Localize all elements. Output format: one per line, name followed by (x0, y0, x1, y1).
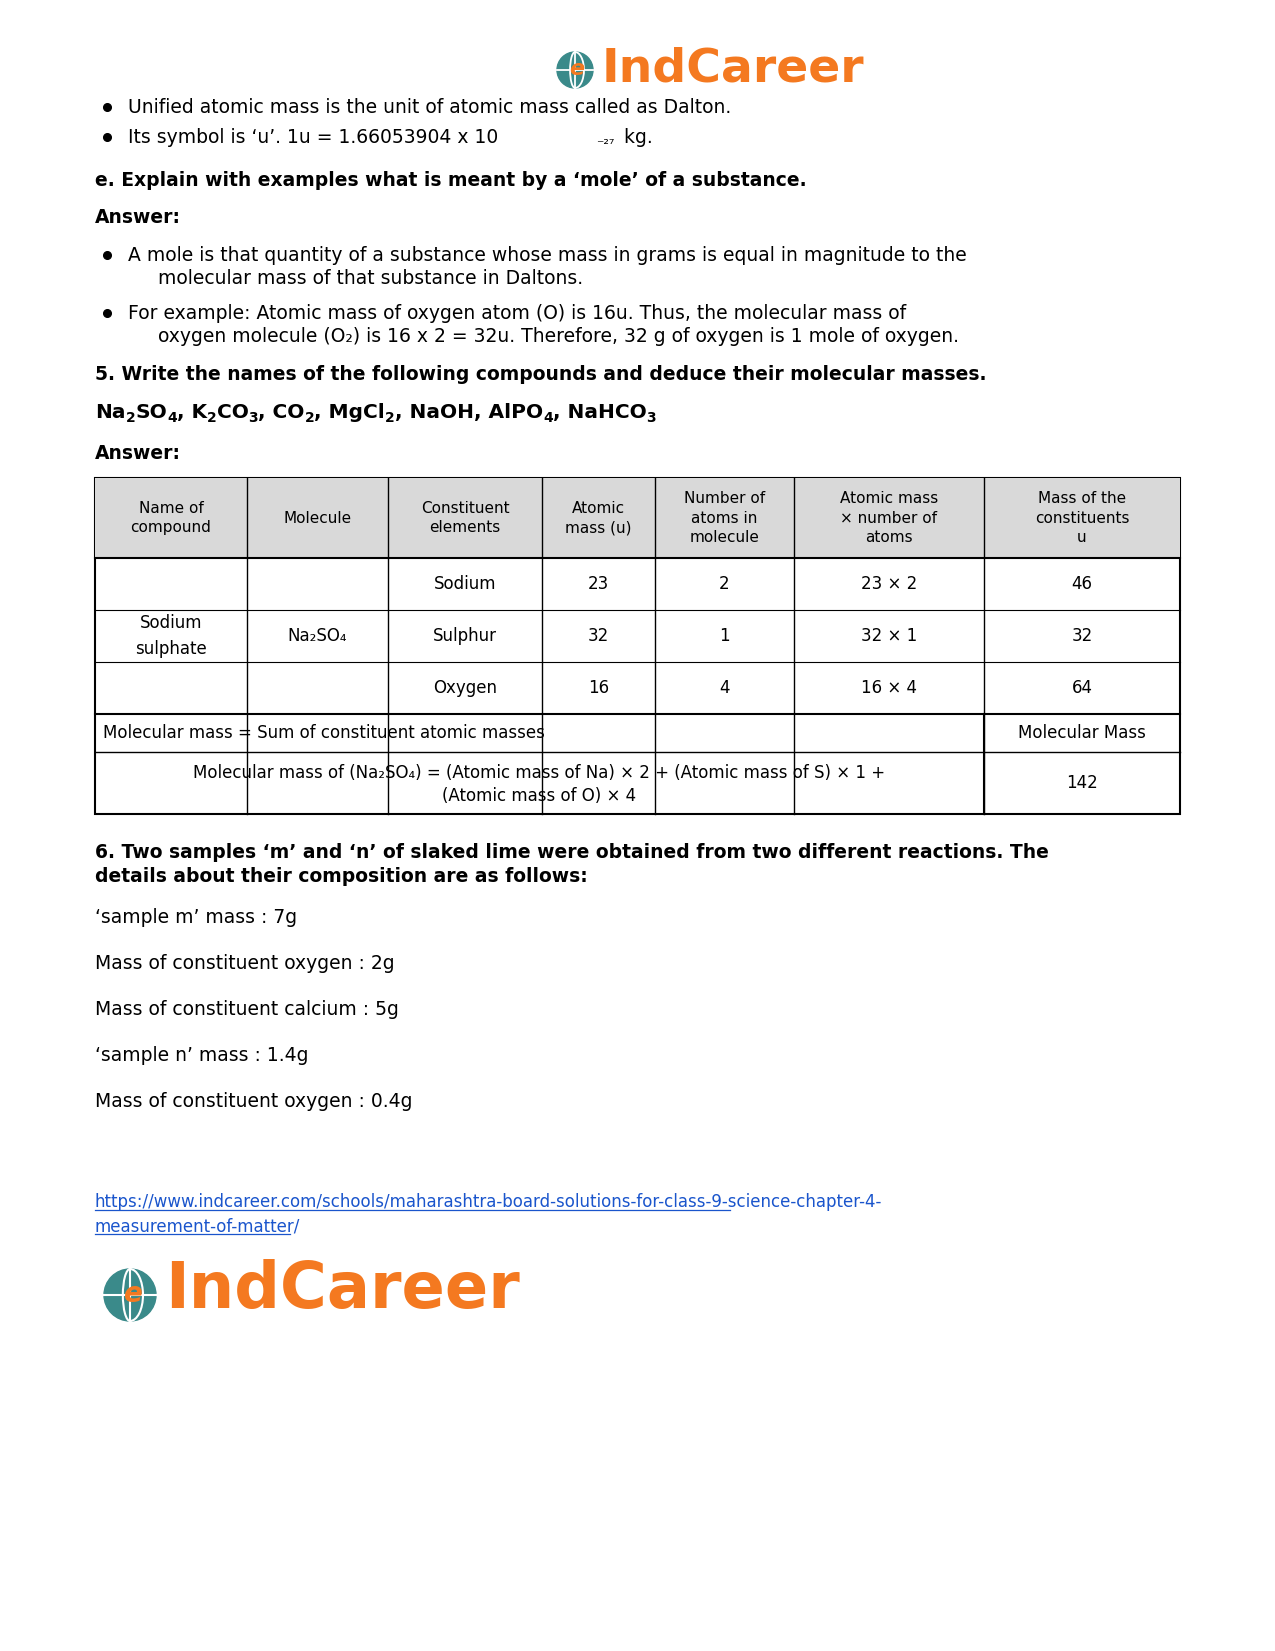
Text: 32 × 1: 32 × 1 (861, 627, 917, 646)
Text: ⁻²⁷: ⁻²⁷ (595, 139, 615, 152)
Text: Answer:: Answer: (96, 208, 181, 226)
Text: IndCareer: IndCareer (602, 46, 864, 91)
Text: ‘sample n’ mass : 1.4g: ‘sample n’ mass : 1.4g (96, 1045, 309, 1065)
Text: Mass of the
constituents
u: Mass of the constituents u (1035, 492, 1130, 545)
Text: 64: 64 (1071, 679, 1093, 697)
Text: 2: 2 (719, 575, 729, 593)
Text: kg.: kg. (618, 127, 653, 147)
Circle shape (105, 1270, 156, 1321)
Text: Mass of constituent calcium : 5g: Mass of constituent calcium : 5g (96, 999, 399, 1019)
Text: 2: 2 (305, 411, 314, 424)
Text: , K: , K (177, 403, 207, 421)
Text: Na₂SO₄: Na₂SO₄ (288, 627, 347, 646)
Text: SO: SO (135, 403, 167, 421)
Text: 5. Write the names of the following compounds and deduce their molecular masses.: 5. Write the names of the following comp… (96, 365, 987, 383)
Text: Na: Na (96, 403, 125, 421)
Text: Sodium: Sodium (434, 575, 496, 593)
Circle shape (557, 51, 593, 88)
Text: , CO: , CO (258, 403, 305, 421)
Text: ‘sample m’ mass : 7g: ‘sample m’ mass : 7g (96, 908, 297, 926)
Text: Atomic mass
× number of
atoms: Atomic mass × number of atoms (840, 492, 938, 545)
Text: details about their composition are as follows:: details about their composition are as f… (96, 867, 588, 885)
Text: e: e (124, 1280, 143, 1308)
Text: Constituent
elements: Constituent elements (421, 500, 509, 535)
Text: For example: Atomic mass of oxygen atom (O) is 16u. Thus, the molecular mass of: For example: Atomic mass of oxygen atom … (128, 304, 907, 322)
Text: Answer:: Answer: (96, 444, 181, 462)
Text: 23: 23 (588, 575, 609, 593)
Text: Molecular mass of (Na₂SO₄) = (Atomic mass of Na) × 2 + (Atomic mass of S) × 1 +: Molecular mass of (Na₂SO₄) = (Atomic mas… (194, 764, 886, 783)
Text: 4: 4 (543, 411, 552, 424)
Text: 16: 16 (588, 679, 609, 697)
Text: 2: 2 (125, 411, 135, 424)
Text: Molecular Mass: Molecular Mass (1017, 725, 1146, 741)
Text: IndCareer: IndCareer (164, 1260, 520, 1321)
Text: , NaHCO: , NaHCO (552, 403, 646, 421)
Text: Atomic
mass (u): Atomic mass (u) (565, 500, 631, 535)
Text: CO: CO (217, 403, 249, 421)
Text: Name of
compound: Name of compound (130, 500, 212, 535)
Text: 3: 3 (249, 411, 258, 424)
Text: Number of
atoms in
molecule: Number of atoms in molecule (683, 492, 765, 545)
Text: measurement-of-matter/: measurement-of-matter/ (96, 1217, 301, 1235)
Text: e: e (570, 59, 584, 79)
Text: 1: 1 (719, 627, 729, 646)
Text: Unified atomic mass is the unit of atomic mass called as Dalton.: Unified atomic mass is the unit of atomi… (128, 97, 732, 117)
Text: 32: 32 (588, 627, 609, 646)
Text: , MgCl: , MgCl (314, 403, 385, 421)
Text: Molecular mass = Sum of constituent atomic masses: Molecular mass = Sum of constituent atom… (103, 725, 544, 741)
Text: 4: 4 (719, 679, 729, 697)
Text: oxygen molecule (O₂) is 16 x 2 = 32u. Therefore, 32 g of oxygen is 1 mole of oxy: oxygen molecule (O₂) is 16 x 2 = 32u. Th… (158, 327, 959, 345)
Text: 2: 2 (207, 411, 217, 424)
Text: (Atomic mass of O) × 4: (Atomic mass of O) × 4 (442, 788, 636, 806)
FancyBboxPatch shape (96, 479, 1179, 558)
FancyBboxPatch shape (96, 479, 1179, 814)
Text: 32: 32 (1071, 627, 1093, 646)
Text: 6. Two samples ‘m’ and ‘n’ of slaked lime were obtained from two different react: 6. Two samples ‘m’ and ‘n’ of slaked lim… (96, 842, 1049, 862)
Text: 23 × 2: 23 × 2 (861, 575, 917, 593)
Text: Mass of constituent oxygen : 2g: Mass of constituent oxygen : 2g (96, 954, 395, 972)
Text: Oxygen: Oxygen (434, 679, 497, 697)
Text: 4: 4 (167, 411, 177, 424)
Text: molecular mass of that substance in Daltons.: molecular mass of that substance in Dalt… (158, 269, 583, 287)
Text: 16 × 4: 16 × 4 (861, 679, 917, 697)
Text: Sulphur: Sulphur (434, 627, 497, 646)
Text: e. Explain with examples what is meant by a ‘mole’ of a substance.: e. Explain with examples what is meant b… (96, 170, 807, 190)
Text: , NaOH, AlPO: , NaOH, AlPO (395, 403, 543, 421)
Text: Mass of constituent oxygen : 0.4g: Mass of constituent oxygen : 0.4g (96, 1091, 413, 1111)
Text: https://www.indcareer.com/schools/maharashtra-board-solutions-for-class-9-scienc: https://www.indcareer.com/schools/mahara… (96, 1194, 882, 1210)
Text: Sodium
sulphate: Sodium sulphate (135, 614, 207, 659)
Text: 3: 3 (646, 411, 657, 424)
Text: 2: 2 (385, 411, 395, 424)
Text: Molecule: Molecule (283, 510, 352, 525)
Text: 46: 46 (1071, 575, 1093, 593)
Text: Its symbol is ‘u’. 1u = 1.66053904 x 10: Its symbol is ‘u’. 1u = 1.66053904 x 10 (128, 127, 499, 147)
Text: A mole is that quantity of a substance whose mass in grams is equal in magnitude: A mole is that quantity of a substance w… (128, 246, 966, 264)
Text: 142: 142 (1066, 774, 1098, 792)
